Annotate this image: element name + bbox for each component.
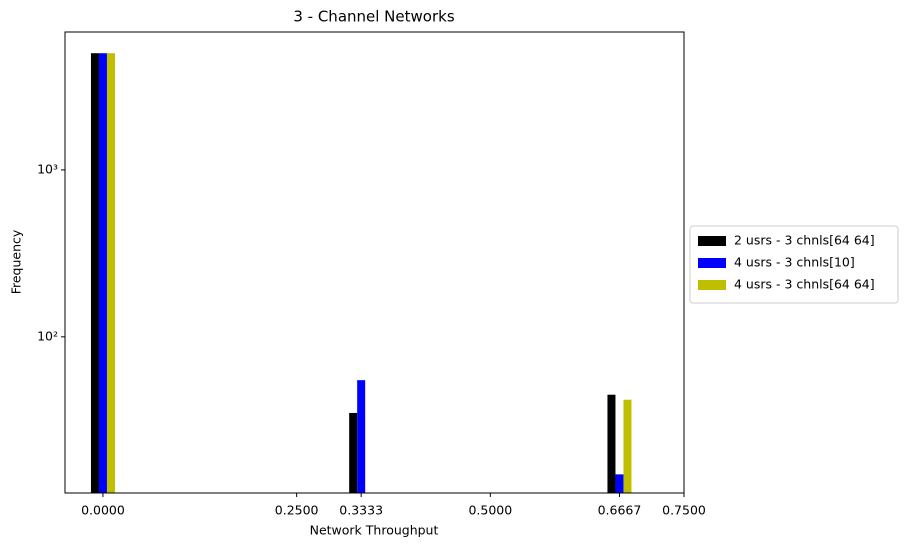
legend-swatch <box>698 258 726 268</box>
legend-box <box>689 225 899 304</box>
bar <box>607 394 616 493</box>
legend-swatch <box>698 236 726 246</box>
bar <box>98 53 107 494</box>
bar <box>90 53 99 494</box>
bar <box>357 380 366 493</box>
bar <box>615 474 624 493</box>
chart-title: 3 - Channel Networks <box>293 8 454 26</box>
plot-frame <box>64 31 685 494</box>
x-tick-label: 0.7500 <box>662 503 706 518</box>
legend-label: 2 usrs - 3 chnls[64 64] <box>734 233 875 248</box>
x-tick-label: 0.2500 <box>275 503 319 518</box>
legend-swatch <box>698 280 726 290</box>
legend-label: 4 usrs - 3 chnls[64 64] <box>734 277 875 292</box>
x-tick-label: 0.3333 <box>339 503 383 518</box>
y-tick-label: 10² <box>37 328 58 343</box>
y-axis-label: Frequency <box>9 229 24 294</box>
y-tick-label: 10³ <box>37 161 58 176</box>
x-tick-label: 0.6667 <box>598 503 642 518</box>
legend-label: 4 usrs - 3 chnls[10] <box>734 255 855 270</box>
bar <box>623 399 632 493</box>
bar <box>106 53 115 494</box>
x-tick-label: 0.5000 <box>468 503 512 518</box>
x-tick-label: 0.0000 <box>81 503 125 518</box>
x-axis-label: Network Throughput <box>310 523 439 538</box>
bar <box>349 412 358 493</box>
